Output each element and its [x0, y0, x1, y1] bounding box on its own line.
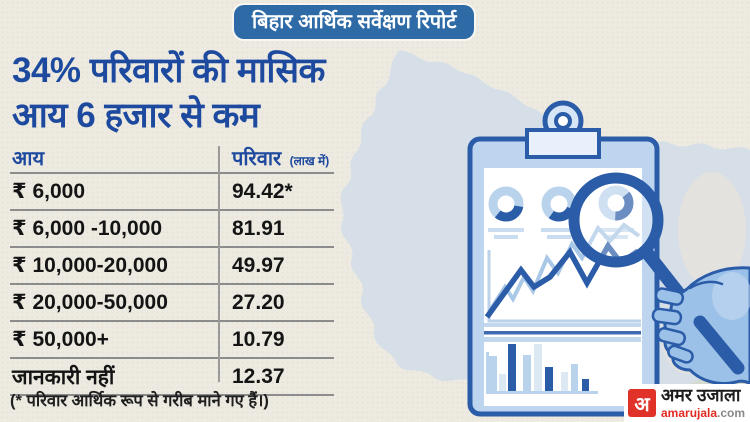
column-header-income: आय — [12, 147, 45, 170]
bar-chart-icon — [486, 344, 598, 394]
income-cell: ₹ 20,000-50,000 — [12, 291, 168, 314]
table-row: ₹ 10,000-20,000 49.97 — [10, 248, 334, 285]
income-cell: ₹ 6,000 -10,000 — [12, 217, 163, 240]
table-header-row: आय परिवार (लाख में) — [10, 142, 334, 174]
section-divider-lines — [484, 323, 641, 342]
report-title-badge: बिहार आर्थिक सर्वेक्षण रिपोर्ट — [234, 5, 475, 39]
clip-ring-hole — [554, 112, 572, 130]
income-table: आय परिवार (लाख में) ₹ 6,000 94.42* ₹ 6,0… — [10, 142, 334, 396]
table-column-divider — [218, 146, 220, 382]
table-row: ₹ 20,000-50,000 27.20 — [10, 285, 334, 322]
income-cell: ₹ 6,000 — [12, 180, 85, 203]
families-cell: 10.79 — [232, 327, 285, 351]
column-header-families-label: परिवार — [232, 147, 282, 170]
logo-site-name: amarujala — [661, 405, 718, 420]
clip-icon — [525, 128, 601, 159]
amar-ujala-logo: अ अमर उजाला amarujala.com — [624, 384, 750, 422]
table-row: जानकारी नहीं 12.37 — [10, 359, 334, 396]
column-header-families: परिवार (लाख में) — [218, 144, 334, 171]
logo-text: अमर उजाला amarujala.com — [661, 387, 745, 419]
income-cell: जानकारी नहीं — [12, 365, 115, 389]
families-cell: 12.37 — [232, 364, 285, 388]
table-row: ₹ 6,000 -10,000 81.91 — [10, 211, 334, 248]
income-cell: ₹ 10,000-20,000 — [12, 254, 168, 277]
headline: 34% परिवारों की मासिक आय 6 हजार से कम — [12, 48, 325, 138]
report-illustration — [340, 50, 750, 421]
families-cell: 94.42* — [232, 179, 293, 203]
footnote: (* परिवार आर्थिक रूप से गरीब माने गए हैं… — [10, 392, 269, 410]
logo-name: अमर उजाला — [661, 385, 741, 406]
table-row: ₹ 6,000 94.42* — [10, 174, 334, 211]
logo-monogram-icon: अ — [628, 389, 656, 417]
table-row: ₹ 50,000+ 10.79 — [10, 322, 334, 359]
families-cell: 49.97 — [232, 253, 285, 277]
income-cell: ₹ 50,000+ — [12, 328, 109, 351]
headline-line2: आय 6 हजार से कम — [12, 96, 260, 135]
families-cell: 81.91 — [232, 216, 285, 240]
logo-site: amarujala.com — [661, 407, 745, 419]
hand-icon — [651, 266, 750, 386]
logo-site-tld: .com — [717, 405, 746, 420]
column-header-families-unit: (लाख में) — [289, 153, 330, 168]
families-cell: 27.20 — [232, 290, 285, 314]
map-texture-patch — [678, 172, 746, 288]
headline-line1: 34% परिवारों की मासिक — [12, 51, 325, 90]
